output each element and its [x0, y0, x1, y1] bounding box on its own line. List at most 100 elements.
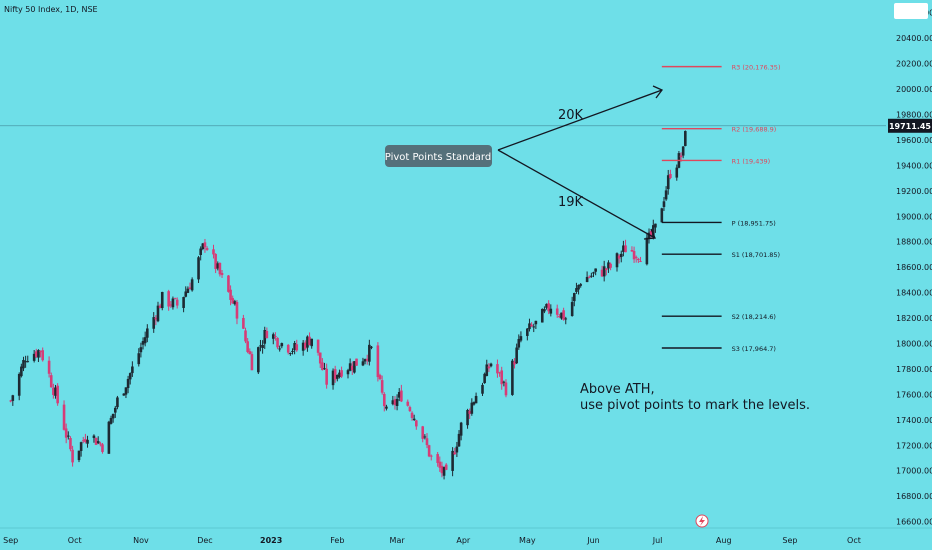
toolbar-box[interactable] — [894, 3, 928, 19]
candle-body — [645, 237, 649, 265]
candle-body — [406, 401, 410, 406]
candle-body — [515, 347, 518, 364]
arrow-19k-head — [643, 228, 656, 240]
candle-body — [397, 392, 401, 398]
x-tick-label: Oct — [68, 536, 82, 545]
candle-body — [167, 291, 170, 307]
candle-body — [457, 433, 461, 447]
y-tick-label: 18800.00 — [896, 238, 932, 247]
candle-body — [218, 262, 222, 275]
candle-body — [607, 262, 610, 269]
candle-body — [81, 440, 85, 442]
x-tick-label: Jun — [586, 536, 600, 545]
candle-body — [141, 341, 145, 345]
arrow-20k-line — [497, 89, 663, 151]
candle-body — [466, 410, 469, 426]
candle-body — [453, 452, 457, 455]
candle-body — [137, 353, 141, 365]
candle-body — [393, 399, 397, 405]
candle-body — [64, 428, 68, 438]
x-tick-label: Nov — [133, 536, 149, 545]
candle-body — [84, 439, 87, 442]
candle-body — [429, 455, 433, 457]
price-tag-bg — [888, 118, 932, 133]
candle-body — [316, 339, 320, 353]
candle-body — [244, 330, 247, 342]
candle-body — [346, 370, 350, 375]
candle-body — [425, 438, 429, 446]
candle-body — [543, 309, 546, 312]
candle-body — [39, 350, 42, 353]
candle-body — [291, 350, 294, 352]
candle-body — [52, 387, 55, 395]
candle-body — [86, 439, 89, 444]
candle-body — [22, 359, 25, 369]
y-tick-label: 20000.00 — [896, 85, 932, 94]
y-tick-label: 18000.00 — [896, 340, 932, 349]
candle-body — [333, 369, 337, 380]
price-tag-label: 19711.45 — [889, 122, 931, 131]
y-tick-label: 19000.00 — [896, 212, 932, 221]
candle-body — [502, 381, 506, 383]
y-tick-label: 17000.00 — [896, 467, 932, 476]
flash-icon — [695, 514, 709, 528]
candle-body — [585, 276, 589, 283]
candle-body — [107, 421, 111, 454]
candle-body — [306, 336, 309, 348]
candle-body — [229, 289, 232, 300]
candle-body — [49, 375, 53, 388]
candle-body — [664, 190, 668, 200]
candle-body — [519, 336, 523, 341]
candle-body — [158, 305, 162, 309]
candle-body — [472, 402, 476, 405]
y-tick-label: 17600.00 — [896, 390, 932, 399]
y-tick-label: 18200.00 — [896, 314, 932, 323]
candle-body — [231, 298, 235, 304]
candle-body — [438, 461, 442, 468]
candle-body — [485, 364, 489, 376]
candle-body — [212, 249, 215, 255]
candle-body — [203, 242, 207, 248]
candle-body — [259, 345, 262, 347]
candle-body — [303, 342, 307, 349]
candle-body — [679, 155, 683, 158]
candle-body — [26, 361, 30, 363]
candle-body — [62, 404, 66, 430]
candle-body — [363, 359, 367, 362]
candle-body — [400, 390, 403, 402]
candle-body — [532, 326, 536, 328]
candle-body — [440, 465, 444, 474]
pivot-label: S3 (17,964.7) — [732, 345, 776, 353]
candle-body — [101, 444, 104, 452]
candle-body — [188, 287, 192, 290]
pivot-label: R3 (20,176.35) — [732, 64, 781, 72]
candle-body — [99, 443, 102, 445]
candle-body — [575, 288, 578, 292]
arrow-20k-head — [652, 85, 664, 99]
candle-body — [32, 353, 36, 361]
candle-body — [11, 395, 15, 401]
candle-body — [186, 288, 190, 293]
candle-body — [630, 250, 634, 252]
candle-body — [675, 167, 679, 178]
candle-body — [455, 446, 459, 453]
candle-body — [378, 375, 382, 380]
candle-body — [69, 438, 72, 450]
candle-body — [436, 454, 439, 463]
candle-body — [248, 351, 252, 355]
candle-body — [257, 347, 260, 373]
candle-body — [681, 146, 685, 156]
candle-body — [54, 387, 57, 396]
candle-body — [190, 279, 194, 291]
candle-body — [570, 302, 574, 317]
candle-body — [444, 464, 448, 470]
candle-body — [619, 253, 623, 257]
candle-body — [649, 230, 653, 236]
candle-body — [109, 417, 113, 424]
candle-body — [666, 175, 670, 190]
y-tick-label: 19600.00 — [896, 136, 932, 145]
y-tick-label: 19800.00 — [896, 111, 932, 120]
candle-body — [459, 422, 463, 436]
candle-body — [263, 330, 267, 344]
